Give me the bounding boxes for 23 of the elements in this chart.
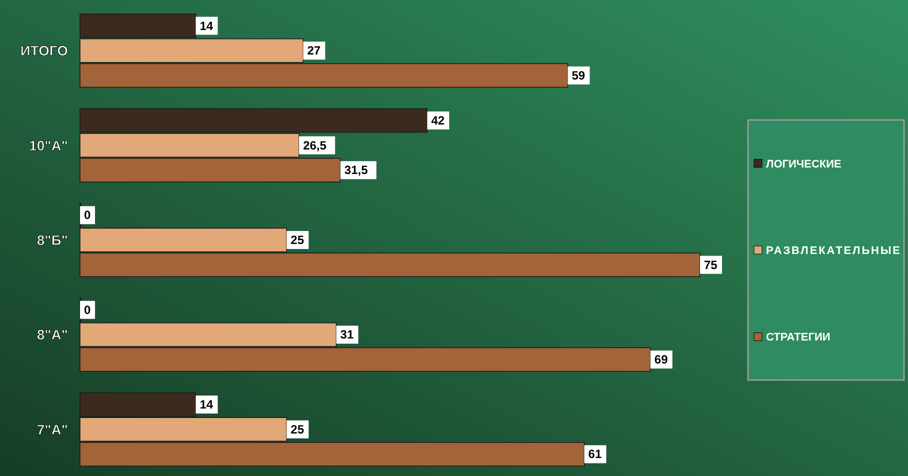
text: СТРАТЕГИИ: [766, 332, 830, 344]
data-label: 69: [654, 352, 668, 367]
y-tick-label: ИТОГО: [20, 42, 68, 59]
data-label: 25: [290, 422, 304, 436]
data-label: 61: [588, 447, 602, 462]
data-label: 0: [84, 208, 91, 222]
legend-label: ЛОГИЧЕСКИЕ: [766, 158, 842, 170]
data-label: 75: [704, 258, 718, 272]
data-label: 27: [307, 44, 321, 58]
data-label: 31,5: [344, 163, 368, 178]
legend-label: РАЗВЛЕКАТЕЛЬНЫЕ: [766, 245, 900, 257]
data-label: 31: [340, 328, 354, 342]
data-label: 0: [84, 302, 91, 317]
data-label: 42: [431, 113, 445, 128]
data-label: 26,5: [303, 138, 327, 152]
y-tick-label: 8"Б": [36, 232, 68, 248]
data-label: 14: [200, 18, 214, 33]
data-label: 14: [200, 398, 214, 412]
y-tick-label: 7"А": [36, 421, 68, 438]
y-tick-label: 8"А": [36, 326, 68, 343]
y-tick-label: 10"А": [29, 137, 68, 154]
data-label: 25: [290, 233, 304, 247]
data-label: 59: [572, 68, 586, 82]
